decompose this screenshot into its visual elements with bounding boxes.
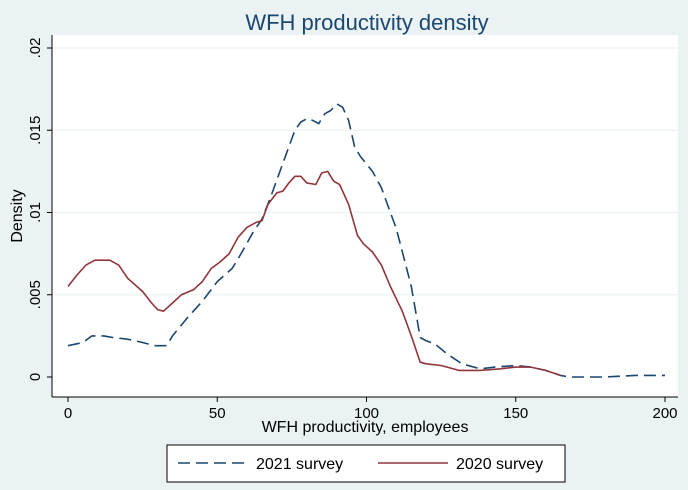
y-tick-label-1: .005	[27, 280, 44, 309]
series-lines	[67, 103, 665, 378]
y-tick-label-0: 0	[27, 373, 44, 381]
y-tick-label-2: .01	[27, 202, 44, 223]
x-tick-label-3: 150	[503, 405, 528, 422]
x-tick-label-1: 50	[209, 405, 226, 422]
series-line-2020	[67, 170, 561, 377]
chart-title: WFH productivity density	[245, 10, 488, 35]
y-axis: 0 .005 .01 .015 .02	[27, 35, 53, 397]
legend-label-2021: 2021 survey	[256, 456, 343, 473]
y-axis-label: Density	[9, 189, 26, 242]
x-tick-label-4: 200	[652, 405, 677, 422]
legend: 2021 survey 2020 survey	[166, 444, 566, 483]
y-tick-label-3: .015	[27, 116, 44, 145]
x-tick-label-2: 100	[354, 405, 379, 422]
x-axis: 0 50 100 150 200	[52, 396, 678, 422]
x-axis-label: WFH productivity, employees	[262, 419, 469, 436]
x-tick-label-0: 0	[64, 405, 72, 422]
gridlines	[52, 47, 678, 296]
plot-area	[52, 35, 678, 397]
y-tick-label-4: .02	[27, 38, 44, 59]
series-line-2021	[67, 103, 665, 378]
legend-label-2020: 2020 survey	[456, 456, 543, 473]
